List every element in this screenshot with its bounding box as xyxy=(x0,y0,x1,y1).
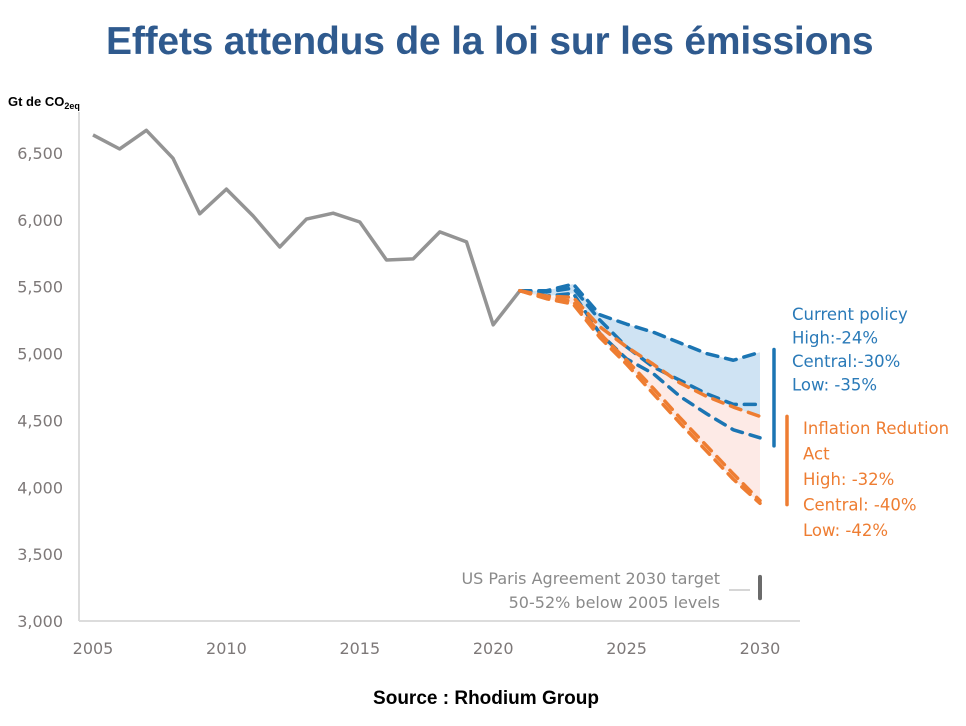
y-tick-label: 6,500 xyxy=(17,144,63,163)
current-policy-low-line xyxy=(518,288,762,440)
y-tick-label: 4,000 xyxy=(17,478,63,497)
current-policy-annotation-line: Low: -35% xyxy=(792,376,877,395)
current-policy-annotation-line: High:-24% xyxy=(792,329,878,348)
range-bars xyxy=(758,347,789,601)
x-tick-label: 2030 xyxy=(740,639,781,658)
inflation-reduction-act-low-line xyxy=(518,288,762,506)
x-tick-label: 2005 xyxy=(73,639,114,658)
y-tick-label: 5,500 xyxy=(17,278,63,297)
y-tick-label: 4,500 xyxy=(17,411,63,430)
chart-title: Effets attendus de la loi sur les émissi… xyxy=(106,20,874,63)
y-tick-label: 3,000 xyxy=(17,612,63,631)
inflation-reduction-act-central-line xyxy=(518,288,762,503)
current-policy-band xyxy=(519,284,760,417)
current-policy-central-line xyxy=(518,286,762,407)
current-policy-annotation-line: Current policy xyxy=(792,305,908,324)
inflation-reduction-act-high-line xyxy=(518,288,762,419)
current-policy-high-line xyxy=(518,282,762,363)
ira-annotation-line: Inflation Redution xyxy=(803,419,949,438)
x-tick-label: 2020 xyxy=(473,639,514,658)
historical-line xyxy=(92,128,522,327)
x-tick-label: 2010 xyxy=(206,639,247,658)
unit-subscript: 2eq xyxy=(64,101,80,111)
x-tick-label: 2025 xyxy=(606,639,647,658)
source-caption: Source : Rhodium Group xyxy=(373,688,599,709)
ira-annotation-line: Low: -42% xyxy=(803,521,888,540)
x-tick-label: 2015 xyxy=(339,639,380,658)
ira-annotation-line: Central: -40% xyxy=(803,496,917,515)
y-tick-label: 3,500 xyxy=(17,545,63,564)
ira-annotation-line: High: -32% xyxy=(803,470,894,489)
paris-target-annotation-line: 50-52% below 2005 levels xyxy=(509,593,720,612)
paris-target-annotation-line: US Paris Agreement 2030 target xyxy=(461,569,720,588)
axes xyxy=(78,112,800,622)
ira-annotation-line: Act xyxy=(803,445,830,464)
y-axis-unit-label: Gt de CO2eq xyxy=(8,94,80,111)
tick-labels: 3,000 3,500 4,000 4,500 5,000 5,500 6,000 6,500… xyxy=(17,144,780,658)
annotations: Current policy High:-24% Central:-30% Low: … xyxy=(461,305,949,612)
y-tick-label: 6,000 xyxy=(17,211,63,230)
current-policy-annotation-line: Central:-30% xyxy=(792,352,900,371)
y-tick-label: 5,000 xyxy=(17,345,63,364)
projection-bands xyxy=(519,284,760,504)
unit-main: Gt de CO xyxy=(8,94,65,109)
series-lines xyxy=(92,128,762,506)
